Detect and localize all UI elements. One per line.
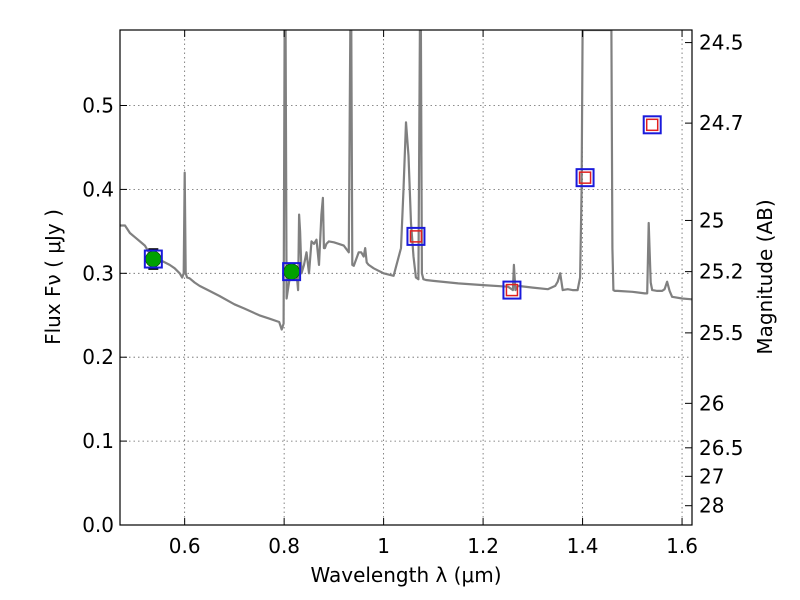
spectrum-series <box>120 30 692 331</box>
plot-frame <box>119 29 693 526</box>
upper-limit-square <box>409 230 423 243</box>
upper-limit-square <box>505 283 519 297</box>
y2-axis-label: Magnitude (AB) <box>753 199 777 354</box>
x-tick-label: 1.2 <box>467 534 499 558</box>
observed-point <box>283 263 300 280</box>
photometry-markers <box>143 115 662 300</box>
x-tick-label: 1 <box>377 534 390 558</box>
x-tick-label: 0.8 <box>268 534 300 558</box>
x-tick-label: 1.6 <box>666 534 698 558</box>
model-square <box>406 226 426 246</box>
model-square <box>575 168 595 188</box>
y2-tick-label: 26.5 <box>699 436 744 460</box>
upper-limit-square <box>578 171 592 184</box>
y-tick-label: 0.3 <box>82 261 114 285</box>
y2-tick-label: 26 <box>699 391 724 415</box>
y2-tick-label: 28 <box>699 494 724 518</box>
y-tick-label: 0.2 <box>82 345 114 369</box>
y-tick-label: 0.5 <box>82 94 114 118</box>
y-axis-label: Flux Fν ( μJy ) <box>41 209 65 345</box>
x-axis-label: Wavelength λ (μm) <box>310 563 501 587</box>
x-tick-label: 1.4 <box>567 534 599 558</box>
upper-limit-square <box>645 118 659 132</box>
x-tick-label: 0.6 <box>169 534 201 558</box>
y2-tick-label: 25.5 <box>699 321 744 345</box>
observed-point <box>145 250 162 268</box>
spectrum-line <box>120 30 692 331</box>
y-tick-label: 0.4 <box>82 177 114 201</box>
y2-tick-label: 25.2 <box>699 260 744 284</box>
y2-tick-label: 27 <box>699 464 724 488</box>
y2-tick-label: 24.7 <box>699 111 744 135</box>
x-axis-ticks: 0.6 0.8 1 1.2 1.4 1.6 <box>169 30 698 558</box>
y2-axis-ticks: 24.5 24.7 25 25.2 25.5 26 26.5 27 28 <box>685 31 744 518</box>
model-square <box>143 249 163 269</box>
y2-tick-label: 25 <box>699 208 724 232</box>
model-square <box>502 280 522 300</box>
y2-tick-label: 24.5 <box>699 31 744 55</box>
plot-background <box>120 30 692 525</box>
model-square <box>642 115 662 135</box>
model-square <box>282 262 302 282</box>
y-tick-label: 0.0 <box>82 513 114 537</box>
y-axis-ticks: 0.0 0.1 0.2 0.3 0.4 0.5 <box>82 94 127 537</box>
y-tick-label: 0.1 <box>82 429 114 453</box>
